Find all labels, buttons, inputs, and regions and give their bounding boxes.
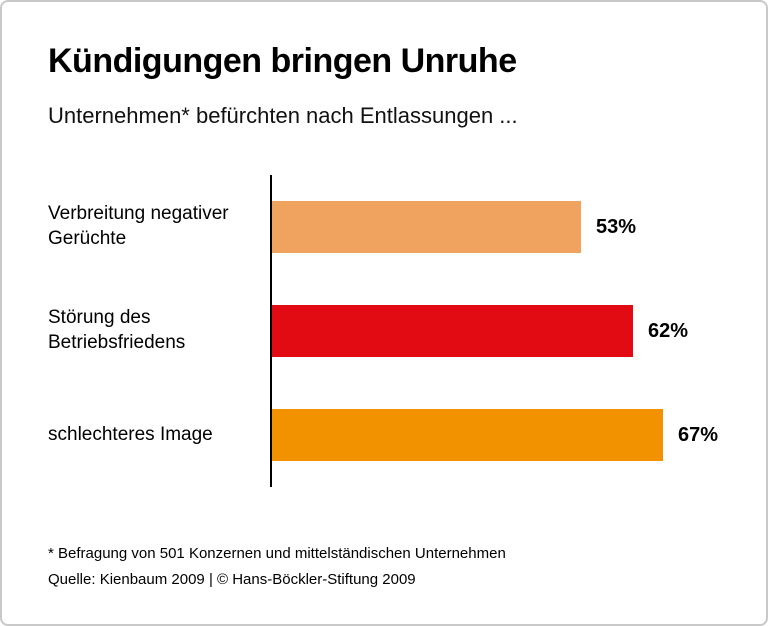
bar-row-image: 67% <box>270 383 720 487</box>
chart-footer: * Befragung von 501 Konzernen und mittel… <box>48 541 720 594</box>
bar-value-peace: 62% <box>648 319 689 342</box>
bar-image <box>272 409 663 461</box>
bar-value-image: 67% <box>678 423 719 446</box>
footnote: * Befragung von 501 Konzernen und mittel… <box>48 545 506 562</box>
bar-peace <box>272 305 633 357</box>
page-title: Kündigungen bringen Unruhe <box>48 42 517 80</box>
bar-label-rumors: Verbreitung negativer Gerüchte <box>48 203 229 249</box>
bar-label-peace: Störung des Betriebsfriedens <box>48 307 186 353</box>
bar-label-image: schlechteres Image <box>48 423 213 445</box>
bar-row-rumors: 53% <box>270 175 720 279</box>
source-line: Quelle: Kienbaum 2009 | © Hans-Böckler-S… <box>48 571 416 589</box>
horizontal-bar-chart: Verbreitung negativer Gerüchte 53% Störu… <box>48 175 720 487</box>
chart-subtitle: Unternehmen* befürchten nach Entlassunge… <box>48 103 518 128</box>
bar-rumors <box>272 201 581 253</box>
bar-row-peace: 62% <box>270 279 720 383</box>
bar-value-rumors: 53% <box>596 215 637 238</box>
